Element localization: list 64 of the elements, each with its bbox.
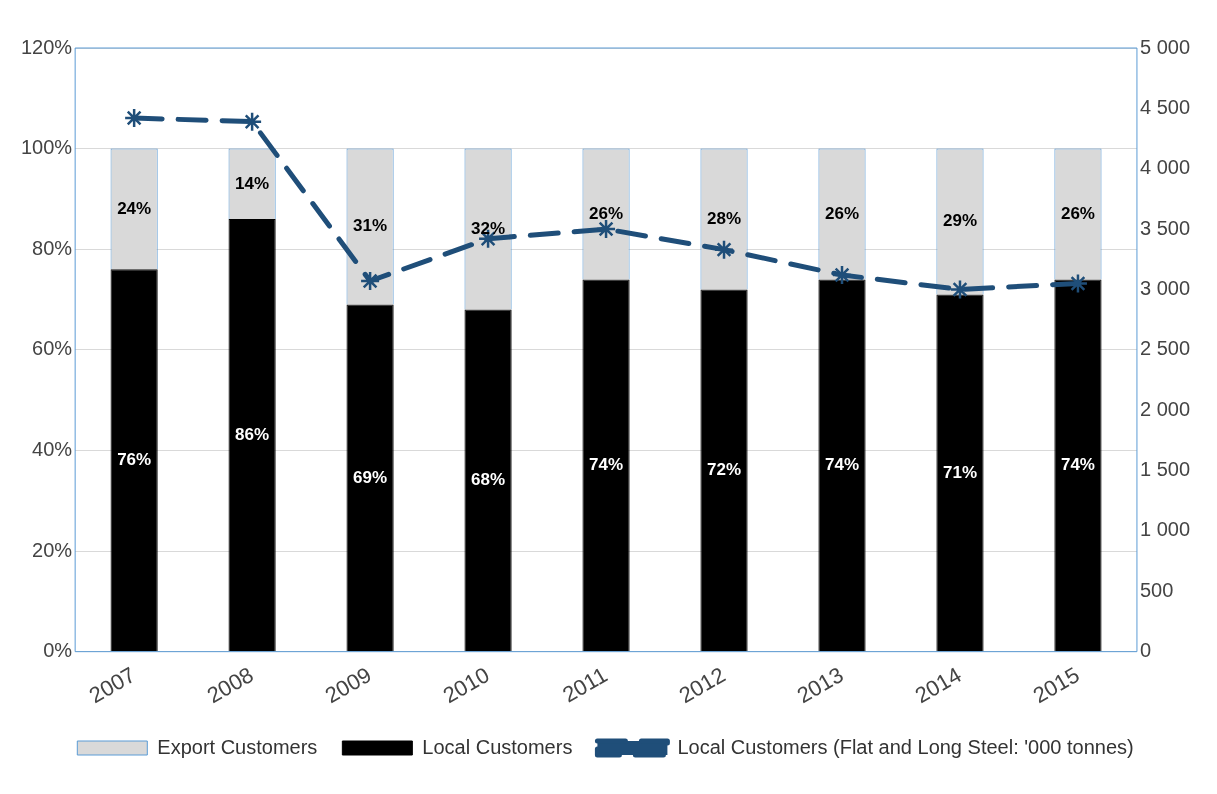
y2-tick-label: 3 500 <box>1139 216 1191 239</box>
x-tick-label: 2009 <box>320 662 376 709</box>
bar <box>464 309 512 652</box>
y2-tick-label: 1 500 <box>1139 458 1191 481</box>
data-label: 74% <box>1060 454 1095 474</box>
point <box>359 270 381 292</box>
bar <box>818 279 866 652</box>
x-tick-label: 2012 <box>674 662 730 709</box>
y2-tick-label: 2 000 <box>1139 397 1191 420</box>
data-label: 24% <box>117 198 152 218</box>
y-tick-label: 120% <box>21 35 73 58</box>
x-tick-label: 2010 <box>438 662 494 709</box>
data-label: 76% <box>117 449 152 469</box>
point <box>1067 273 1089 294</box>
data-label: 28% <box>707 208 742 228</box>
x-tick-label: 2014 <box>910 662 966 709</box>
x-tick-label: 2007 <box>84 662 140 709</box>
data-label: 72% <box>707 460 742 479</box>
y-tick-label: 20% <box>32 538 73 561</box>
y-tick-label: 80% <box>32 236 73 259</box>
bar <box>936 294 984 652</box>
y-tick-label: 0% <box>43 639 73 662</box>
data-label: 31% <box>353 216 388 236</box>
data-label: 14% <box>235 173 270 193</box>
point <box>831 264 853 286</box>
y2-tick-label: 2 500 <box>1139 337 1191 360</box>
y2-tick-label: 500 <box>1139 578 1174 601</box>
y2-tick-label: 4 000 <box>1139 156 1191 179</box>
y2-tick-label: 5 000 <box>1139 35 1191 58</box>
data-label: 26% <box>824 203 860 223</box>
y-tick-label: 60% <box>32 337 73 360</box>
data-label: 74% <box>824 454 860 474</box>
y2-tick-label: 0 <box>1139 639 1152 662</box>
x-tick-label: 2011 <box>558 662 612 708</box>
bar <box>1054 279 1102 652</box>
y2-tick-label: 3 000 <box>1139 276 1191 299</box>
y2-tick-label: 1 000 <box>1139 518 1191 541</box>
point <box>949 279 971 300</box>
y-tick-label: 100% <box>21 136 73 159</box>
data-label: 69% <box>353 467 388 487</box>
legend-label: Local Customers <box>422 735 573 758</box>
y2-tick-label: 4 500 <box>1139 95 1191 118</box>
point <box>123 107 145 129</box>
bar <box>110 269 158 652</box>
legend-label: Export Customers <box>157 735 318 758</box>
bar <box>346 304 394 652</box>
point <box>595 218 617 240</box>
y-tick-label: 40% <box>32 437 73 460</box>
data-label: 74% <box>589 454 624 474</box>
bar <box>582 279 630 652</box>
data-label: 29% <box>942 211 977 231</box>
data-label: 68% <box>471 470 506 490</box>
x-tick-label: 2015 <box>1028 662 1084 709</box>
bar <box>700 289 748 652</box>
point <box>713 239 735 260</box>
data-label: 32% <box>471 218 506 238</box>
bar <box>228 219 276 652</box>
data-label: 86% <box>235 424 270 444</box>
x-tick-label: 2013 <box>792 662 848 709</box>
legend-label: Local Customers (Flat and Long Steel: '000 tonnes) <box>677 735 1134 758</box>
data-label: 26% <box>589 203 624 223</box>
data-label: 71% <box>942 462 977 482</box>
data-label: 26% <box>1060 203 1095 223</box>
x-tick-label: 2008 <box>202 662 258 709</box>
